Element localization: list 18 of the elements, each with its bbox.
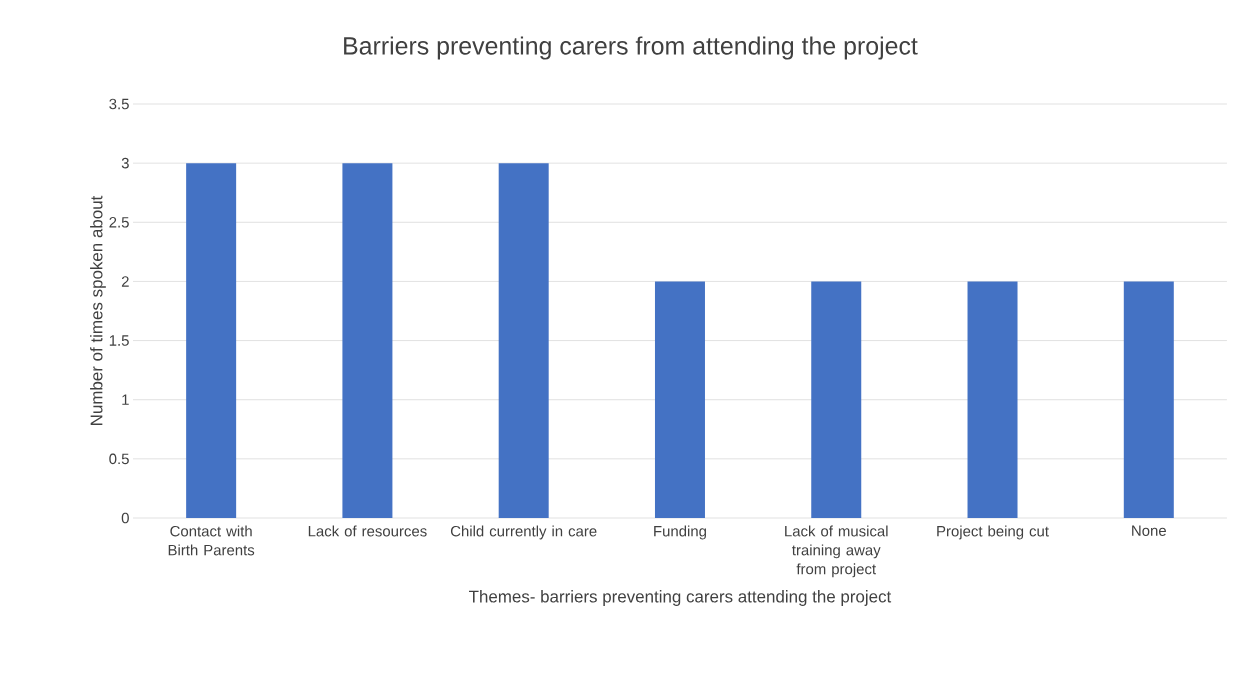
y-tick-label: 0.5 — [109, 453, 129, 465]
x-tick-label: Child currently in care — [450, 525, 597, 540]
x-tick-label: Funding — [654, 525, 706, 540]
y-tick-label: 1 — [122, 394, 129, 405]
x-tick-label: Project being cut — [937, 525, 1049, 540]
x-tick-label: Lack of resources — [308, 525, 427, 537]
y-tick-label: 0 — [121, 512, 129, 524]
y-tick-label: 3 — [121, 157, 129, 169]
x-tick-label: None — [1132, 525, 1166, 536]
x-tick-label: Contact with Birth Parents — [168, 525, 255, 556]
chart-title: Barriers preventing carers from attending the project — [344, 36, 918, 60]
x-axis-title: Themes- barriers preventing carers attending the project — [469, 590, 892, 606]
x-tick-label: Lack of musical training away from project — [785, 525, 888, 578]
y-axis-title: Number of times spoken about — [90, 195, 106, 425]
y-tick-label: 2 — [121, 276, 129, 287]
y-tick-label: 2.5 — [109, 216, 129, 228]
y-tick-label: 1.5 — [109, 335, 129, 346]
y-tick-label: 3.5 — [109, 98, 129, 110]
